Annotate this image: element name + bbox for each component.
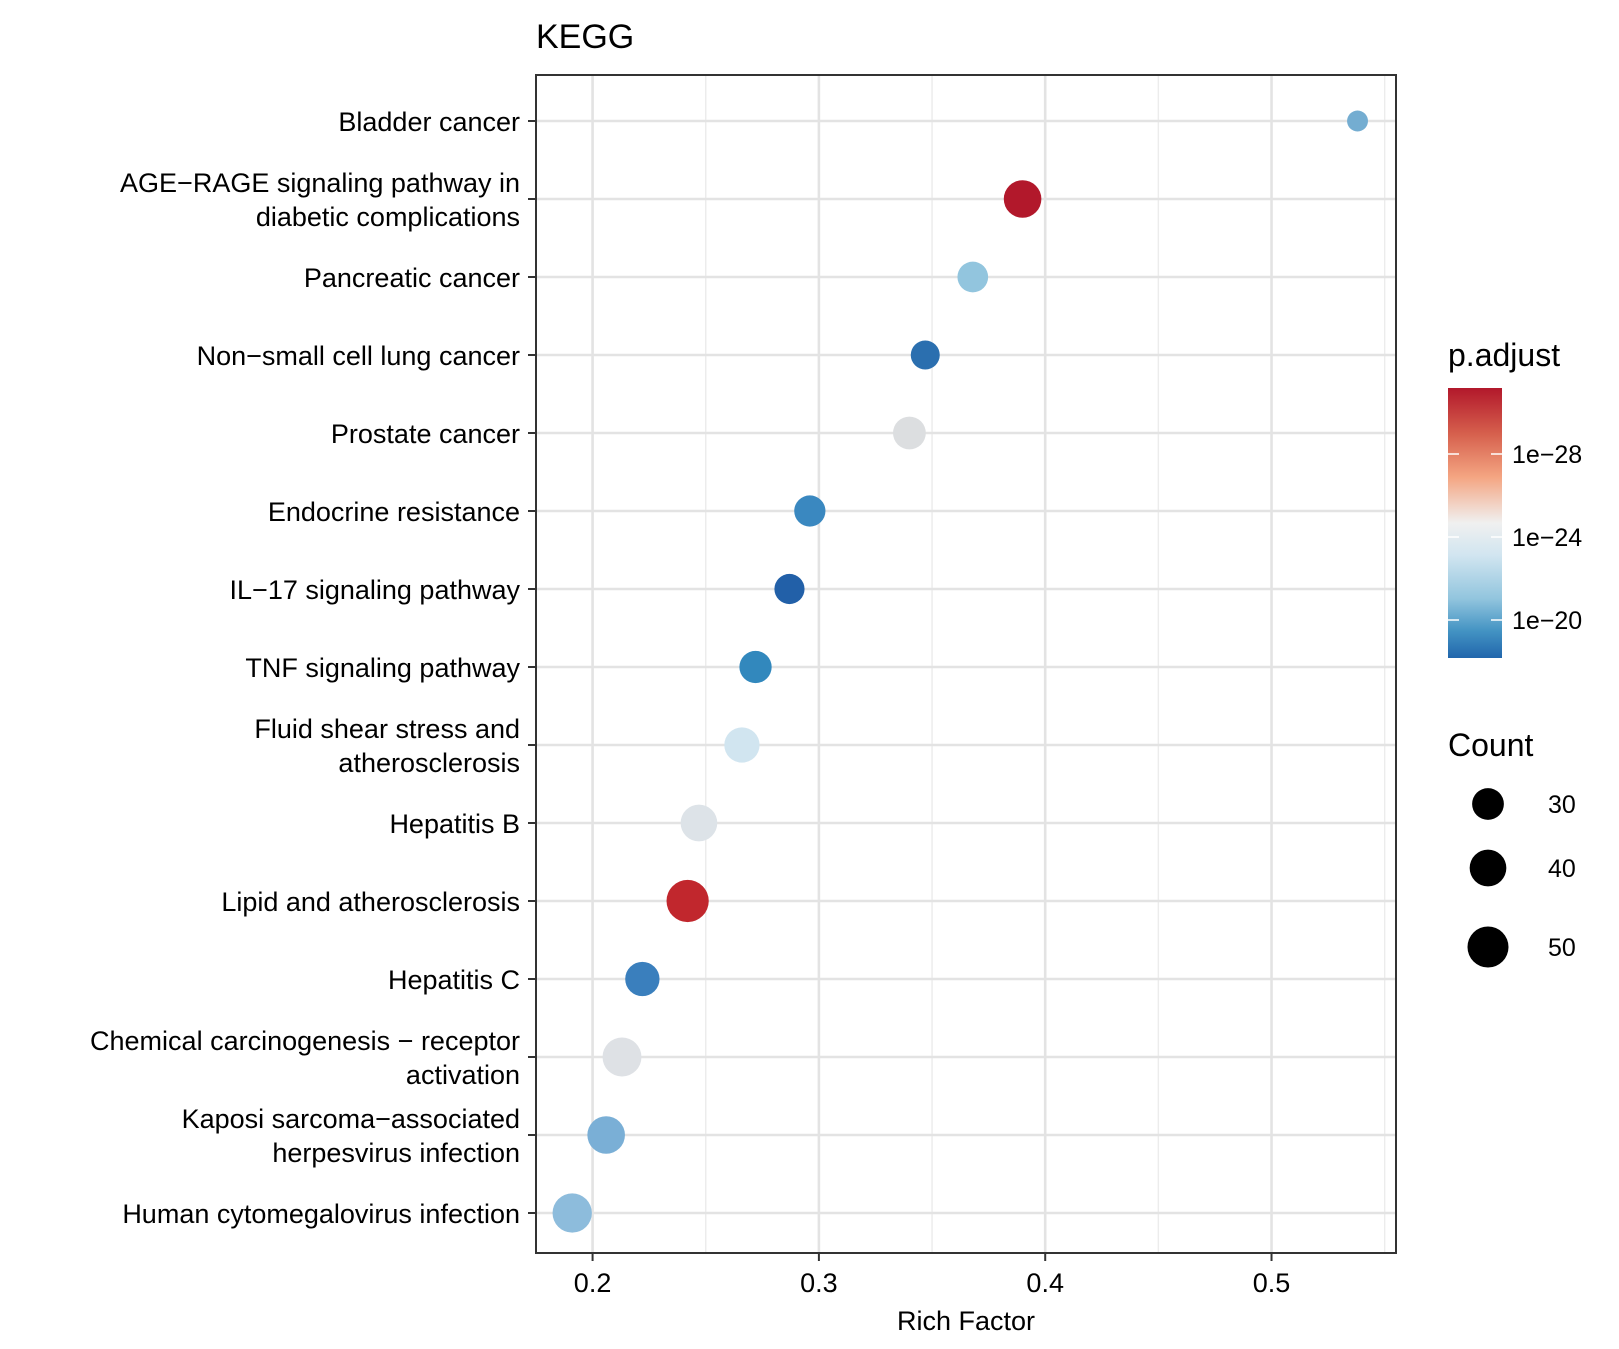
x-axis-label: Rich Factor bbox=[897, 1306, 1035, 1336]
data-point bbox=[910, 340, 940, 370]
color-legend: p.adjust 1e−28 1e−24 1e−20 bbox=[1448, 337, 1582, 658]
data-point bbox=[666, 879, 709, 923]
x-axis: 0.2 0.3 0.4 0.5 bbox=[574, 1253, 1290, 1298]
y-tick-label: Non−small cell lung cancer bbox=[197, 341, 520, 371]
size-legend-label: 40 bbox=[1548, 855, 1576, 883]
x-tick-label: 0.2 bbox=[574, 1268, 612, 1298]
size-legend-key bbox=[1469, 849, 1507, 887]
size-legend-title: Count bbox=[1448, 727, 1534, 763]
data-point bbox=[724, 727, 760, 763]
y-axis: Bladder cancer AGE−RAGE signaling pathway… bbox=[90, 107, 536, 1229]
x-tick-label: 0.5 bbox=[1253, 1268, 1291, 1298]
data-point bbox=[794, 495, 826, 527]
plot-panel bbox=[536, 75, 1396, 1253]
grid-lines bbox=[536, 75, 1396, 1253]
color-legend-bar bbox=[1448, 388, 1502, 658]
data-point bbox=[957, 261, 989, 293]
data-point bbox=[774, 573, 805, 605]
color-legend-ticks: 1e−28 1e−24 1e−20 bbox=[1448, 441, 1582, 635]
y-tick-label: Kaposi sarcoma−associated herpesvirus inf… bbox=[182, 1104, 520, 1168]
y-tick-label: Bladder cancer bbox=[338, 107, 520, 137]
data-point bbox=[587, 1116, 625, 1154]
y-tick-label: AGE−RAGE signaling pathway in diabetic co… bbox=[120, 168, 520, 232]
data-point bbox=[893, 416, 926, 450]
data-point bbox=[680, 804, 718, 842]
y-tick-label: Chemical carcinogenesis − receptor activa… bbox=[90, 1026, 520, 1090]
y-tick-label: Hepatitis B bbox=[389, 809, 520, 839]
size-legend: Count 30 40 50 bbox=[1448, 727, 1576, 968]
y-tick-label: Fluid shear stress and atherosclerosis bbox=[254, 714, 520, 778]
x-tick-label: 0.3 bbox=[800, 1268, 838, 1298]
data-point bbox=[625, 961, 660, 997]
plot-border bbox=[535, 74, 1397, 1254]
y-tick-label: Endocrine resistance bbox=[268, 497, 520, 527]
data-point bbox=[739, 650, 772, 684]
y-tick-label: Prostate cancer bbox=[331, 419, 520, 449]
data-point bbox=[552, 1193, 592, 1233]
color-tick-label: 1e−24 bbox=[1512, 524, 1582, 552]
x-tick-label: 0.4 bbox=[1026, 1268, 1064, 1298]
data-points bbox=[552, 110, 1368, 1233]
color-tick-label: 1e−20 bbox=[1512, 607, 1582, 635]
y-tick-label: Lipid and atherosclerosis bbox=[221, 887, 520, 917]
data-point bbox=[602, 1037, 642, 1077]
y-tick-label: TNF signaling pathway bbox=[245, 653, 520, 683]
data-point bbox=[1347, 110, 1368, 132]
size-legend-key bbox=[1472, 788, 1504, 820]
chart-title: KEGG bbox=[536, 18, 634, 56]
size-legend-key bbox=[1467, 926, 1509, 968]
size-legend-label: 50 bbox=[1548, 934, 1576, 962]
y-tick-label: Hepatitis C bbox=[388, 965, 520, 995]
y-tick-label: IL−17 signaling pathway bbox=[230, 575, 521, 605]
color-tick-label: 1e−28 bbox=[1512, 441, 1582, 469]
data-point bbox=[1003, 180, 1042, 218]
size-legend-label: 30 bbox=[1548, 791, 1576, 819]
y-tick-label: Pancreatic cancer bbox=[304, 263, 520, 293]
y-tick-label: Human cytomegalovirus infection bbox=[122, 1199, 520, 1229]
color-legend-title: p.adjust bbox=[1448, 337, 1560, 373]
